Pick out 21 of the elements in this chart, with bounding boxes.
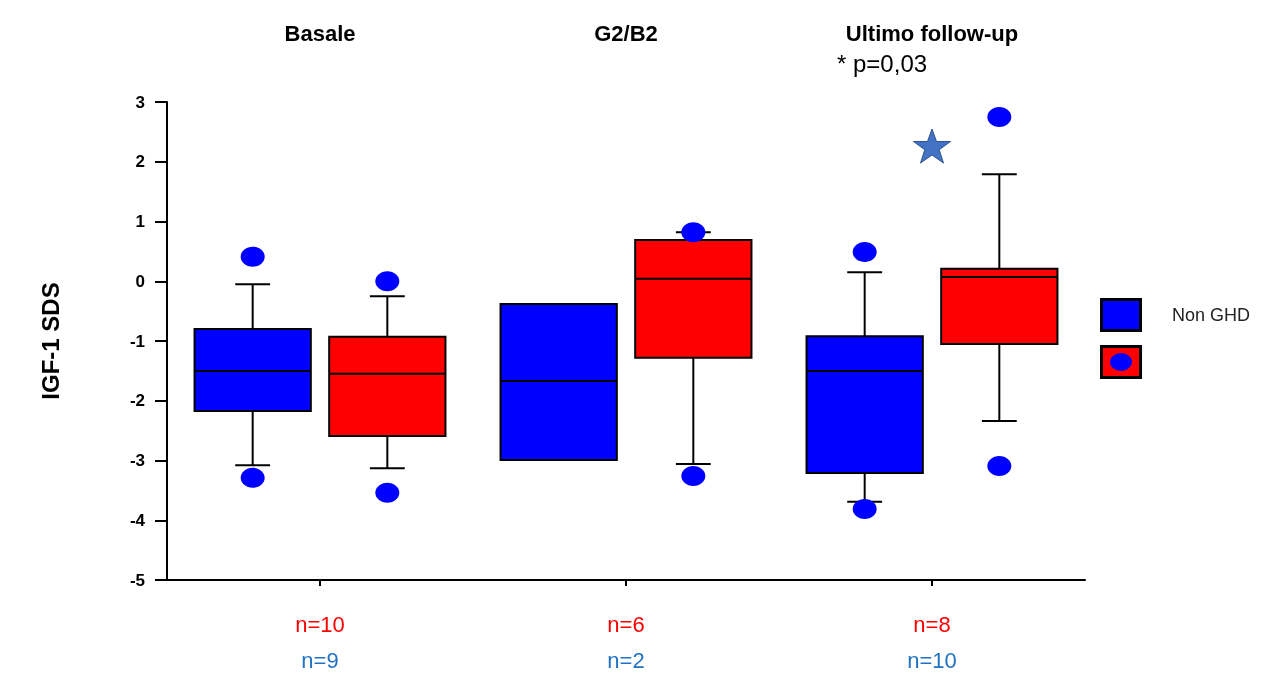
text: * p=0,03 [837, 50, 928, 78]
y-tick-label: 2 [135, 152, 145, 172]
y-tick-label: -3 [129, 451, 145, 470]
text: n=2 [606, 648, 646, 674]
legend-label: Non GHD [1172, 304, 1251, 326]
text: n=10 [294, 612, 346, 638]
y-tick-label: -4 [129, 510, 146, 530]
y-tick-label: -2 [129, 391, 145, 411]
y-tick-label: 3 [135, 92, 145, 112]
y-axis-title: IGF-1 SDS [36, 282, 64, 400]
y-tick-label: 0 [135, 271, 145, 291]
text: n=9 [300, 648, 340, 674]
y-tick-label: 1 [135, 212, 145, 231]
text: n=8 [912, 612, 952, 638]
x-tick-label: G2/B2 [594, 20, 658, 46]
text: n=6 [606, 612, 646, 638]
x-tick-label: Basale [284, 20, 356, 46]
text: n=10 [906, 648, 958, 674]
y-tick-label: -5 [129, 570, 145, 590]
x-tick-label: Ultimo follow-up [845, 20, 1019, 46]
y-tick-label: -1 [129, 331, 145, 351]
